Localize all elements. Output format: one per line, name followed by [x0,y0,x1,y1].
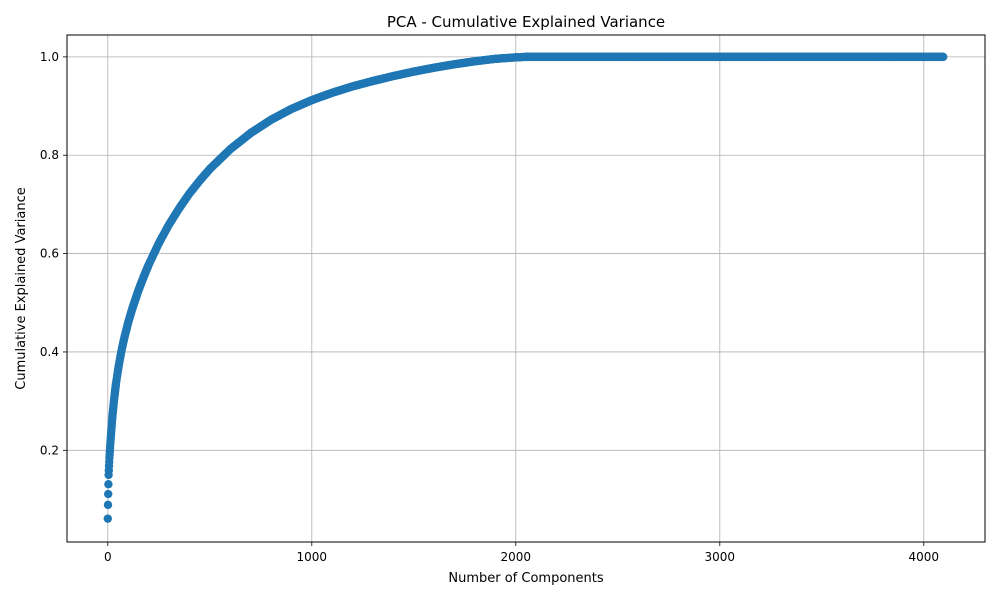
data-point [105,450,114,459]
data-point [105,443,115,453]
chart-title: PCA - Cumulative Explained Variance [387,13,665,31]
data-point [104,480,113,489]
x-axis-title: Number of Components [448,571,603,586]
x-axis: 0 1000 2000 3000 4000 [104,542,939,564]
y-tick-label: 0.6 [40,247,59,261]
y-axis-title: Cumulative Explained Variance [14,187,29,389]
x-tick-label: 2000 [501,550,532,564]
y-axis: 0.2 0.4 0.6 0.8 1.0 [40,50,67,457]
data-point [105,457,114,467]
x-tick-label: 4000 [909,550,940,564]
y-tick-label: 1.0 [40,50,59,64]
data-point [937,52,947,62]
y-tick-label: 0.2 [40,443,59,457]
data-point [103,514,113,523]
data-point [103,500,113,510]
plot-frame [66,34,986,543]
data-point [104,489,113,499]
data-points [103,52,948,523]
y-tick-label: 0.8 [40,148,59,162]
x-tick-label: 0 [104,550,112,564]
x-tick-label: 3000 [705,550,736,564]
y-tick-label: 0.4 [40,345,59,359]
x-tick-label: 1000 [297,550,328,564]
